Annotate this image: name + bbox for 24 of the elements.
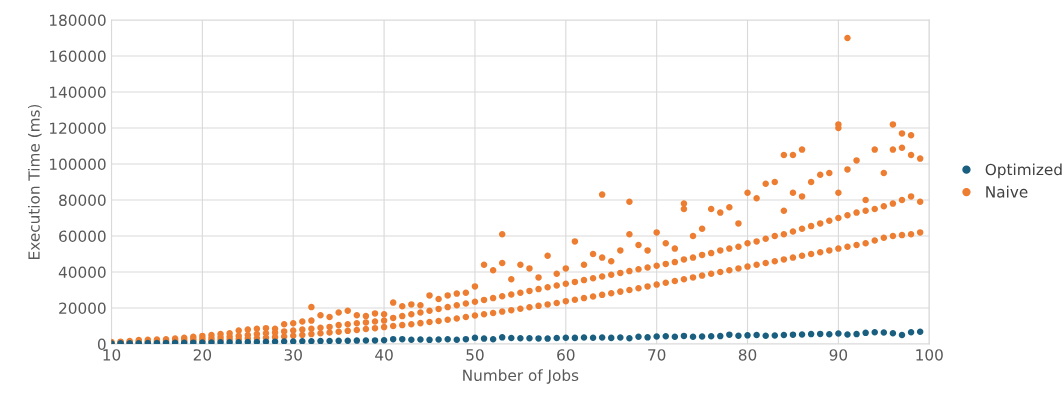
x-tick-label: 90 (829, 349, 848, 361)
x-tick-label: 50 (466, 349, 484, 361)
legend-label: Naive (986, 185, 1028, 198)
y-tick-label: 100000 (50, 158, 106, 171)
legend-label: Optimized (985, 163, 1062, 179)
x-tick-label: 30 (284, 349, 302, 361)
y-tick-label: 20000 (59, 302, 106, 315)
y-tick-label: 120000 (50, 122, 106, 135)
y-tick-label: 80000 (59, 194, 106, 207)
x-tick-label: 80 (738, 349, 757, 361)
x-tick-label: 60 (557, 349, 575, 361)
x-tick-label: 100 (916, 349, 943, 361)
x-tick-label: 70 (648, 349, 666, 361)
y-tick-label: 180000 (50, 14, 106, 27)
x-tick-label: 40 (375, 349, 393, 361)
y-tick-label: 40000 (58, 266, 106, 279)
y-tick-label: 160000 (50, 50, 106, 63)
x-tick-label: 10 (103, 349, 121, 361)
y-tick-label: 140000 (50, 86, 106, 99)
x-tick-label: 20 (193, 349, 212, 361)
y-tick-label: 60000 (59, 230, 106, 243)
y-axis-title: Execution Time (ms) (27, 104, 42, 259)
x-axis-title: Number of Jobs (463, 369, 579, 384)
y-tick-label: 0 (97, 338, 106, 351)
